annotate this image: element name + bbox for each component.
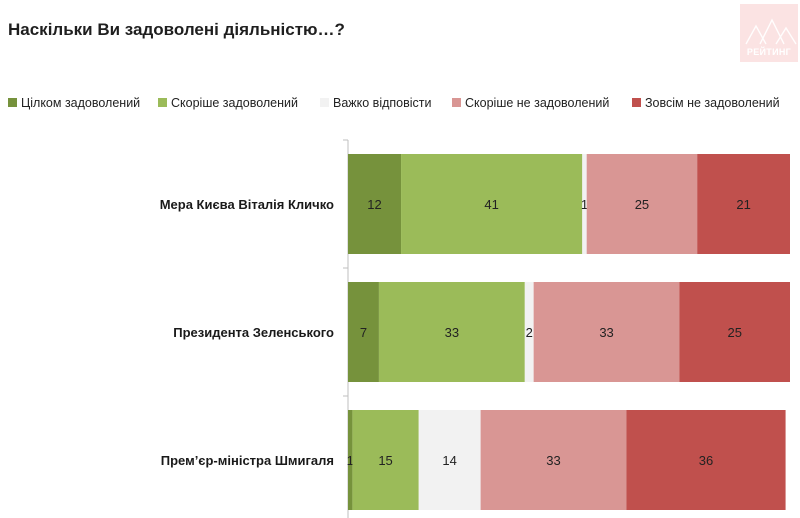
bar-segment — [524, 282, 534, 382]
legend-item-rather-dissatisfied: Скоріше не задоволений — [452, 96, 609, 110]
rating-logo: РЕЙТИНГ — [740, 4, 798, 62]
legend-swatch-hard-to-say — [320, 98, 329, 107]
category-label: Мера Києва Віталія Кличко — [160, 197, 334, 212]
logo-label: РЕЙТИНГ — [746, 47, 792, 57]
data-label: 41 — [484, 197, 498, 212]
legend-label: Скоріше задоволений — [171, 96, 298, 110]
data-label: 14 — [442, 453, 456, 468]
data-label: 33 — [546, 453, 560, 468]
legend: Цілком задоволений Скоріше задоволений В… — [0, 96, 800, 114]
legend-swatch-fully-satisfied — [8, 98, 17, 107]
data-label: 1 — [347, 453, 354, 468]
bar-segment — [348, 410, 353, 510]
bar-segment — [401, 154, 583, 254]
bar-segment — [679, 282, 790, 382]
legend-label: Скоріше не задоволений — [465, 96, 610, 110]
legend-item-fully-satisfied: Цілком задоволений — [8, 96, 140, 110]
data-label: 1 — [581, 197, 588, 212]
legend-swatch-not-satisfied-at-all — [632, 98, 641, 107]
legend-label: Зовсім не задоволений — [645, 96, 780, 110]
data-label: 25 — [728, 325, 742, 340]
legend-item-rather-satisfied: Скоріше задоволений — [158, 96, 298, 110]
bar-segment — [378, 282, 525, 382]
legend-item-not-satisfied-at-all: Зовсім не задоволений — [632, 96, 780, 110]
data-label: 7 — [360, 325, 367, 340]
legend-swatch-rather-satisfied — [158, 98, 167, 107]
data-label: 33 — [445, 325, 459, 340]
bar-segment — [586, 154, 698, 254]
bar-segment — [348, 154, 402, 254]
bar-segment — [352, 410, 419, 510]
legend-label: Цілком задоволений — [21, 96, 141, 110]
data-label: 2 — [526, 325, 533, 340]
bar-segment — [533, 282, 680, 382]
data-label: 36 — [699, 453, 713, 468]
category-label: Президента Зеленського — [173, 325, 334, 340]
data-label: 25 — [635, 197, 649, 212]
data-label: 21 — [736, 197, 750, 212]
bar-segment — [418, 410, 481, 510]
bar-segment — [626, 410, 786, 510]
category-label: Прем’єр-міністра Шмигаля — [161, 453, 334, 468]
logo-pattern-icon — [745, 18, 797, 45]
legend-label: Важко відповісти — [333, 96, 432, 110]
bar-segment — [348, 282, 379, 382]
bar-segment — [582, 154, 587, 254]
chart-title: Наскільки Ви задоволені діяльністю…? — [8, 20, 345, 39]
legend-item-hard-to-say: Важко відповісти — [320, 96, 432, 110]
legend-swatch-rather-dissatisfied — [452, 98, 461, 107]
bar-segment — [697, 154, 790, 254]
data-label: 12 — [367, 197, 381, 212]
bar-segment — [480, 410, 627, 510]
data-label: 15 — [378, 453, 392, 468]
data-label: 33 — [599, 325, 613, 340]
